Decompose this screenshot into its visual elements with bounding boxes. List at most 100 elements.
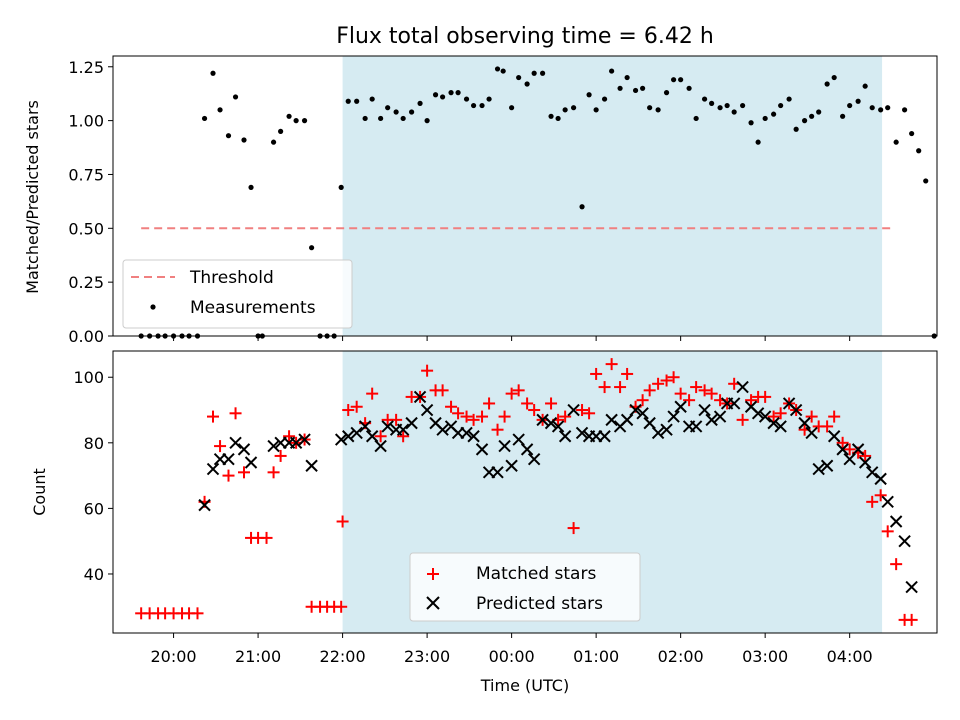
matched-star-point bbox=[683, 394, 696, 407]
predicted-star-point bbox=[798, 416, 811, 430]
bottom-panel: 40 60 80 100 20:00 21:00 22:00 23:00 00:00 01:00… bbox=[30, 350, 938, 695]
matched-star-point bbox=[545, 397, 558, 410]
measurement-point bbox=[417, 100, 423, 106]
predicted-star-point bbox=[751, 407, 765, 420]
matched-star-point bbox=[576, 404, 589, 417]
bottom-x-tick-label: 04:00 bbox=[827, 647, 873, 666]
predicted-star-point bbox=[206, 462, 220, 476]
measurement-point bbox=[362, 115, 368, 122]
predicted-star-point bbox=[889, 515, 903, 528]
measurement-point bbox=[869, 105, 875, 111]
measurement-point bbox=[717, 105, 723, 111]
matched-star-point bbox=[881, 525, 894, 538]
matched-star-point bbox=[866, 495, 879, 508]
predicted-star-point bbox=[244, 456, 258, 469]
matched-star-point bbox=[491, 423, 504, 436]
predicted-star-point bbox=[812, 462, 825, 476]
measurement-point bbox=[309, 245, 315, 251]
matched-star-point bbox=[350, 400, 363, 413]
predicted-star-point bbox=[865, 466, 879, 479]
predicted-star-point bbox=[350, 426, 363, 440]
measurement-point bbox=[378, 115, 384, 122]
predicted-star-point bbox=[758, 410, 772, 423]
predicted-star-point bbox=[713, 410, 727, 423]
measurement-point bbox=[724, 102, 730, 109]
legend-matched-label: Matched stars bbox=[476, 564, 596, 584]
measurement-point bbox=[847, 102, 853, 109]
matched-star-point bbox=[512, 384, 525, 397]
measurement-point bbox=[570, 105, 577, 111]
predicted-star-point bbox=[305, 459, 318, 472]
measurement-point bbox=[463, 96, 470, 102]
predicted-star-point bbox=[381, 420, 394, 433]
predicted-star-point bbox=[229, 436, 242, 450]
matched-star-point bbox=[590, 367, 603, 380]
measurement-point bbox=[354, 98, 360, 104]
bottom-x-axis-label: Time (UTC) bbox=[480, 676, 569, 695]
measurement-point bbox=[531, 70, 537, 76]
bottom-x-axis: 20:00 21:00 22:00 23:00 00:00 01:00 02:00 03:00… bbox=[151, 633, 873, 666]
matched-star-point bbox=[705, 387, 718, 400]
predicted-star-point bbox=[575, 426, 589, 440]
measurement-point bbox=[663, 90, 670, 96]
predicted-star-point bbox=[851, 443, 865, 456]
predicted-star-point bbox=[858, 456, 872, 469]
predicted-star-point bbox=[198, 498, 211, 512]
bottom-legend-box bbox=[409, 552, 641, 622]
matched-star-point bbox=[390, 413, 403, 426]
measurement-point bbox=[809, 113, 815, 119]
predicted-star-point bbox=[544, 416, 558, 430]
measurement-point bbox=[338, 184, 344, 190]
measurement-point bbox=[241, 137, 247, 143]
matched-star-point bbox=[283, 430, 296, 443]
top-y-tick-label: 0.75 bbox=[68, 165, 104, 184]
predicted-star-point bbox=[836, 443, 849, 456]
matched-star-point bbox=[745, 394, 758, 407]
predicted-star-point bbox=[727, 397, 741, 410]
matched-star-point bbox=[467, 413, 480, 426]
predicted-star-point bbox=[475, 443, 489, 456]
predicted-star-point bbox=[705, 413, 718, 427]
measurement-point bbox=[923, 178, 929, 184]
matched-star-point bbox=[736, 413, 749, 426]
measurement-point bbox=[440, 94, 446, 100]
matched-star-point bbox=[698, 384, 711, 397]
measurement-point bbox=[409, 109, 415, 115]
top-legend-box bbox=[122, 259, 353, 329]
measurement-point bbox=[270, 139, 277, 145]
measurement-point bbox=[831, 74, 837, 81]
measurement-point bbox=[293, 118, 299, 124]
legend-predicted-swatch bbox=[426, 596, 440, 610]
measurement-point bbox=[755, 139, 761, 145]
measurement-point bbox=[878, 107, 884, 113]
predicted-star-point bbox=[551, 420, 565, 433]
measurement-point bbox=[225, 133, 232, 139]
matched-star-point bbox=[498, 410, 511, 423]
legend-threshold-label: Threshold bbox=[189, 268, 274, 288]
measurement-point bbox=[824, 81, 830, 87]
predicted-star-point bbox=[558, 430, 572, 443]
matched-star-point bbox=[505, 387, 518, 400]
predicted-star-point bbox=[498, 439, 511, 453]
measurement-point bbox=[470, 102, 477, 109]
bottom-x-tick-label: 21:00 bbox=[235, 647, 281, 666]
measurement-point bbox=[909, 130, 915, 137]
predicted-star-point bbox=[267, 439, 280, 453]
predicted-star-point bbox=[736, 380, 749, 394]
measurement-point bbox=[400, 115, 406, 122]
measurement-point bbox=[548, 113, 554, 119]
matched-star-point bbox=[583, 407, 596, 420]
matched-star-point bbox=[605, 358, 618, 371]
matched-star-point bbox=[260, 531, 273, 544]
predicted-star-point bbox=[289, 436, 303, 450]
matched-star-point bbox=[614, 381, 627, 394]
top-legend: Threshold Measurements bbox=[122, 259, 353, 329]
top-plot-frame bbox=[112, 55, 938, 337]
predicted-star-point bbox=[334, 433, 348, 446]
measurement-point bbox=[424, 118, 430, 124]
matched-star-point bbox=[767, 410, 780, 423]
measurement-point bbox=[509, 105, 515, 111]
measurement-point bbox=[516, 74, 522, 81]
matched-star-point bbox=[828, 410, 841, 423]
measurement-point bbox=[647, 105, 653, 111]
